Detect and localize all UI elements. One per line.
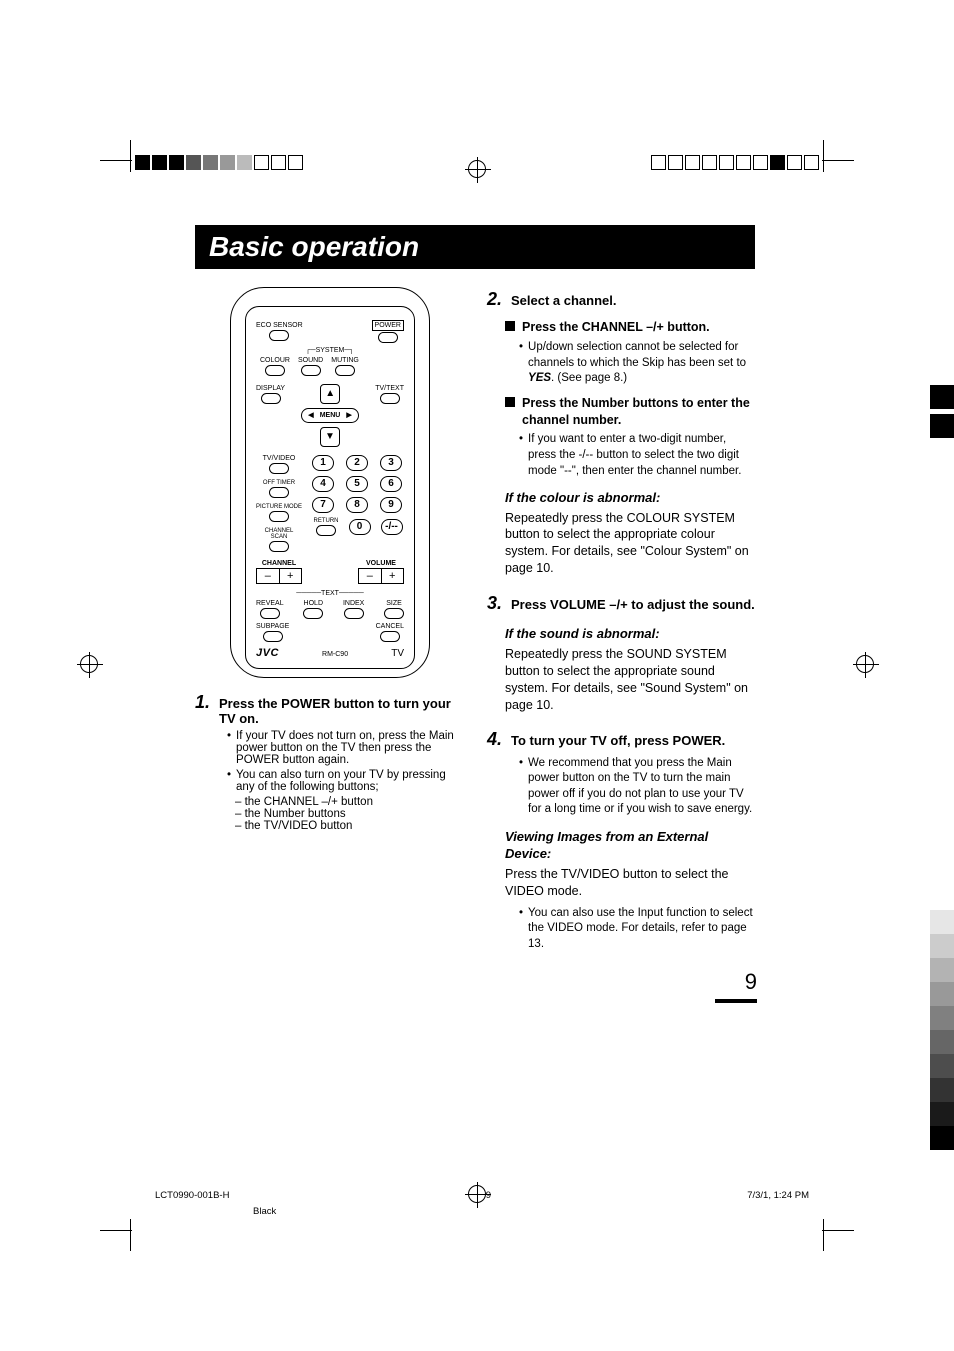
crop-line bbox=[822, 1230, 854, 1231]
channel-label: CHANNEL bbox=[262, 560, 296, 567]
num-7-button: 7 bbox=[312, 497, 334, 513]
bullet-item: Up/down selection cannot be selected for… bbox=[519, 340, 755, 387]
body-text: Repeatedly press the SOUND SYSTEM button… bbox=[505, 646, 755, 714]
grayscale-strip bbox=[930, 910, 954, 1150]
footer-color-label: Black bbox=[253, 1206, 276, 1217]
bullet-item: You can also use the Input function to s… bbox=[519, 906, 755, 953]
step-3-heading: 3. Press VOLUME –/+ to adjust the sound. bbox=[487, 591, 755, 615]
step-number: 1. bbox=[195, 692, 213, 713]
page-content: Basic operation ECO SENSOR POWER ┌─SYSTE… bbox=[195, 225, 755, 955]
step-4-heading: 4. To turn your TV off, press POWER. bbox=[487, 727, 755, 751]
crop-marks-top bbox=[0, 155, 954, 185]
registration-mark-icon bbox=[80, 655, 98, 673]
step-number: 2. bbox=[487, 287, 505, 311]
step-2-heading: 2. Select a channel. bbox=[487, 287, 755, 311]
picture-mode-label: PICTURE MODE bbox=[256, 504, 302, 510]
index-label: INDEX bbox=[343, 600, 364, 607]
sound-label: SOUND bbox=[298, 357, 323, 364]
size-label: SIZE bbox=[386, 600, 402, 607]
return-label: RETURN bbox=[314, 518, 339, 524]
num-9-button: 9 bbox=[380, 497, 402, 513]
reveal-label: REVEAL bbox=[256, 600, 284, 607]
step-title: To turn your TV off, press POWER. bbox=[511, 732, 725, 750]
tv-video-label: TV/VIDEO bbox=[263, 455, 296, 462]
dash-item: – the Number buttons bbox=[235, 808, 465, 820]
tv-text-label: TV/TEXT bbox=[375, 385, 404, 392]
bullet-item: We recommend that you press the Main pow… bbox=[519, 756, 755, 818]
page-number: 9 bbox=[745, 967, 757, 997]
page-number-underline bbox=[715, 999, 757, 1003]
num-2-button: 2 bbox=[346, 455, 368, 471]
num-1-button: 1 bbox=[312, 455, 334, 471]
up-arrow-icon: ▲ bbox=[320, 384, 340, 404]
dash-item: – the TV/VIDEO button bbox=[235, 820, 465, 832]
left-arrow-icon: ◀ bbox=[308, 412, 313, 419]
step-number: 3. bbox=[487, 591, 505, 615]
step-title: Press VOLUME –/+ to adjust the sound. bbox=[511, 596, 755, 614]
down-arrow-icon: ▼ bbox=[320, 427, 340, 447]
footer-date: 7/3/1, 1:24 PM bbox=[747, 1190, 809, 1201]
step-number: 4. bbox=[487, 727, 505, 751]
registration-mark-icon bbox=[468, 1185, 486, 1203]
num-6-button: 6 bbox=[380, 476, 402, 492]
body-text: Repeatedly press the COLOUR SYSTEM butto… bbox=[505, 510, 755, 578]
num-8-button: 8 bbox=[346, 497, 368, 513]
hold-label: HOLD bbox=[304, 600, 323, 607]
channel-scan-label: CHANNEL SCAN bbox=[256, 528, 302, 540]
doc-id: LCT0990-001B-H bbox=[155, 1190, 229, 1201]
system-label: SYSTEM bbox=[316, 347, 345, 354]
channel-rocker: –+ bbox=[256, 568, 302, 584]
crop-line bbox=[100, 160, 132, 161]
right-arrow-icon: ▶ bbox=[346, 412, 351, 419]
volume-rocker: –+ bbox=[358, 568, 404, 584]
volume-label: VOLUME bbox=[366, 560, 396, 567]
cancel-label: CANCEL bbox=[376, 623, 404, 630]
crop-line bbox=[100, 1230, 132, 1231]
colour-label: COLOUR bbox=[260, 357, 290, 364]
crop-line bbox=[823, 140, 824, 172]
sub-heading: Press the Number buttons to enter the ch… bbox=[505, 395, 755, 429]
digit-mode-button: -/-- bbox=[381, 519, 403, 535]
subpage-label: SUBPAGE bbox=[256, 623, 289, 630]
bullet-item: You can also turn on your TV by pressing… bbox=[227, 769, 465, 793]
muting-label: MUTING bbox=[331, 357, 359, 364]
crop-line bbox=[130, 140, 131, 172]
bullet-item: If your TV does not turn on, press the M… bbox=[227, 730, 465, 766]
brand-label: JVC bbox=[256, 648, 279, 659]
step-title: Press the POWER button to turn your TV o… bbox=[219, 696, 465, 726]
dash-item: – the CHANNEL –/+ button bbox=[235, 796, 465, 808]
tv-label: TV bbox=[391, 649, 404, 659]
step-title: Select a channel. bbox=[511, 292, 617, 310]
num-3-button: 3 bbox=[380, 455, 402, 471]
sub-heading-italic: If the colour is abnormal: bbox=[505, 489, 755, 507]
off-timer-label: OFF TIMER bbox=[263, 480, 295, 486]
registration-mark-icon bbox=[856, 655, 874, 673]
body-text: Press the TV/VIDEO button to select the … bbox=[505, 866, 755, 900]
sub-heading: Press the CHANNEL –/+ button. bbox=[505, 319, 755, 336]
crop-line bbox=[822, 160, 854, 161]
crop-line bbox=[130, 1219, 131, 1251]
bullet-item: If you want to enter a two-digit number,… bbox=[519, 432, 755, 479]
eco-sensor-label: ECO SENSOR bbox=[256, 322, 303, 329]
remote-diagram: ECO SENSOR POWER ┌─SYSTEM─┐ COLOUR SOUND… bbox=[230, 287, 430, 678]
sub-heading-italic: If the sound is abnormal: bbox=[505, 625, 755, 643]
model-label: RM-C90 bbox=[322, 651, 348, 658]
num-0-button: 0 bbox=[349, 519, 371, 535]
registration-mark-icon bbox=[468, 160, 486, 178]
num-4-button: 4 bbox=[312, 476, 334, 492]
footer-page: 9 bbox=[486, 1190, 491, 1201]
power-label: POWER bbox=[372, 320, 404, 331]
step-1-heading: 1. Press the POWER button to turn your T… bbox=[195, 692, 465, 726]
section-title: Basic operation bbox=[195, 225, 755, 269]
crop-line bbox=[823, 1219, 824, 1251]
text-label: TEXT bbox=[321, 590, 339, 597]
num-5-button: 5 bbox=[346, 476, 368, 492]
color-swatch bbox=[930, 385, 954, 409]
display-label: DISPLAY bbox=[256, 385, 285, 392]
menu-label: MENU bbox=[320, 412, 341, 419]
color-swatch bbox=[930, 414, 954, 438]
sub-heading-italic: Viewing Images from an External Device: bbox=[505, 828, 755, 863]
